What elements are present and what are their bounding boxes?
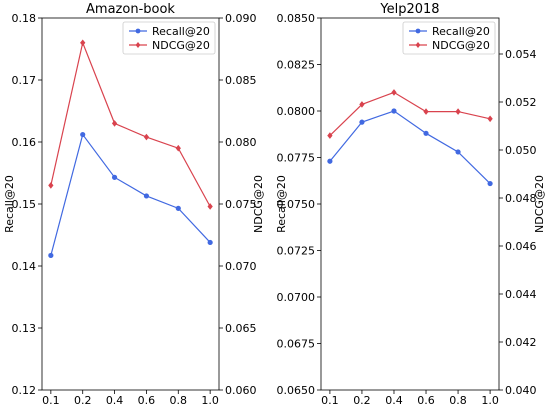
legend-label: Recall@20 xyxy=(432,25,490,38)
y-tick-label-right: 0.075 xyxy=(225,198,257,211)
data-point xyxy=(111,174,118,180)
data-point xyxy=(175,144,181,152)
plot-frame xyxy=(41,17,220,391)
x-tick-label: 0.4 xyxy=(106,394,124,407)
data-point xyxy=(327,158,333,164)
data-point xyxy=(48,252,54,259)
x-tick-label: 1.0 xyxy=(201,394,219,407)
data-point xyxy=(207,203,213,210)
y-tick-label-right: 0.048 xyxy=(505,192,537,205)
data-point xyxy=(80,39,86,47)
y-tick-label-right: 0.046 xyxy=(505,240,537,253)
y-axis-label-right: NDCG@20 xyxy=(533,175,546,233)
y-tick-label-right: 0.065 xyxy=(225,322,257,335)
y-axis-label-left: Recall@20 xyxy=(275,175,288,233)
y-tick-label-right: 0.060 xyxy=(225,384,257,397)
y-tick-label-left: 0.12 xyxy=(12,384,37,397)
data-point xyxy=(111,120,118,127)
x-tick-label: 0.8 xyxy=(449,394,467,407)
legend-swatch-marker xyxy=(415,28,421,34)
y-tick-label-right: 0.040 xyxy=(505,384,537,397)
x-tick-label: 0.1 xyxy=(42,394,60,407)
series-line-recall-20 xyxy=(50,133,211,256)
plot-frame xyxy=(320,17,500,391)
data-point xyxy=(359,101,365,108)
legend-label: Recall@20 xyxy=(152,25,210,38)
y-tick-label-left: 0.0775 xyxy=(277,152,316,165)
y-tick-label-left: 0.16 xyxy=(12,136,37,149)
y-tick-label-right: 0.090 xyxy=(225,12,257,25)
y-tick-label-right: 0.052 xyxy=(505,96,537,109)
data-point xyxy=(143,133,150,141)
data-point xyxy=(80,131,86,138)
legend-label: NDCG@20 xyxy=(152,39,210,52)
legend-swatch-marker xyxy=(135,28,141,34)
y-tick-label-left: 0.14 xyxy=(12,260,37,273)
x-tick-label: 1.0 xyxy=(481,394,499,407)
x-tick-label: 0.4 xyxy=(385,394,403,407)
y-axis-label-left: Recall@20 xyxy=(3,175,16,233)
x-tick-label: 0.2 xyxy=(74,394,92,407)
y-tick-label-left: 0.17 xyxy=(12,74,37,87)
data-point xyxy=(423,130,429,136)
data-point xyxy=(143,193,150,199)
legend-swatch-marker xyxy=(415,42,421,48)
legend-label: NDCG@20 xyxy=(432,39,490,52)
y-tick-label-left: 0.18 xyxy=(12,12,37,25)
y-tick-label-right: 0.070 xyxy=(225,260,257,273)
chart-title: Yelp2018 xyxy=(379,2,439,17)
x-tick-label: 0.6 xyxy=(138,394,156,407)
y-tick-label-right: 0.054 xyxy=(505,48,537,61)
y-tick-label-left: 0.13 xyxy=(12,322,37,335)
chart-title: Amazon-book xyxy=(86,2,175,17)
series-line-recall-20 xyxy=(329,110,491,184)
x-tick-label: 0.6 xyxy=(417,394,435,407)
y-tick-label-left: 0.0725 xyxy=(277,245,316,258)
y-tick-label-left: 0.0750 xyxy=(277,198,316,211)
data-point xyxy=(359,119,365,125)
x-tick-label: 0.8 xyxy=(170,394,188,407)
legend-box xyxy=(122,21,216,55)
series-line-ndcg-20 xyxy=(329,91,491,137)
y-tick-label-right: 0.042 xyxy=(505,336,537,349)
y-tick-label-left: 0.15 xyxy=(12,198,37,211)
x-tick-label: 0.1 xyxy=(321,394,339,407)
x-tick-label: 0.2 xyxy=(353,394,371,407)
data-point xyxy=(327,132,333,139)
y-tick-label-left: 0.0650 xyxy=(277,384,316,397)
data-point xyxy=(207,239,213,246)
legend-box xyxy=(402,21,496,55)
data-point xyxy=(455,108,461,115)
data-point xyxy=(391,108,397,114)
data-point xyxy=(48,182,54,189)
y-axis-label-right: NDCG@20 xyxy=(252,175,265,233)
y-tick-label-right: 0.050 xyxy=(505,144,537,157)
data-point xyxy=(391,89,397,96)
series-line-ndcg-20 xyxy=(50,40,211,207)
legend-swatch-marker xyxy=(135,42,141,48)
data-point xyxy=(175,205,181,211)
y-tick-label-left: 0.0825 xyxy=(277,59,316,72)
y-tick-label-right: 0.044 xyxy=(505,288,537,301)
y-tick-label-left: 0.0800 xyxy=(277,105,316,118)
y-tick-label-right: 0.080 xyxy=(225,136,257,149)
y-tick-label-right: 0.085 xyxy=(225,74,257,87)
y-tick-label-left: 0.0700 xyxy=(277,291,316,304)
chart-panel-2: Yelp2018 0.1 0.2 0.4 0.6 0.8 1.0 0.0650 0.0675 0.… xyxy=(275,2,546,407)
y-tick-label-left: 0.0850 xyxy=(277,12,316,25)
data-point xyxy=(455,149,461,155)
data-point xyxy=(423,108,429,115)
chart-panel-1: Amazon-book 0.1 0.2 0.4 0.6 0.8 1.0 0.12 0.13 0.1… xyxy=(3,2,265,407)
y-tick-label-left: 0.0675 xyxy=(277,338,316,351)
data-point xyxy=(487,115,493,123)
data-point xyxy=(487,180,493,187)
